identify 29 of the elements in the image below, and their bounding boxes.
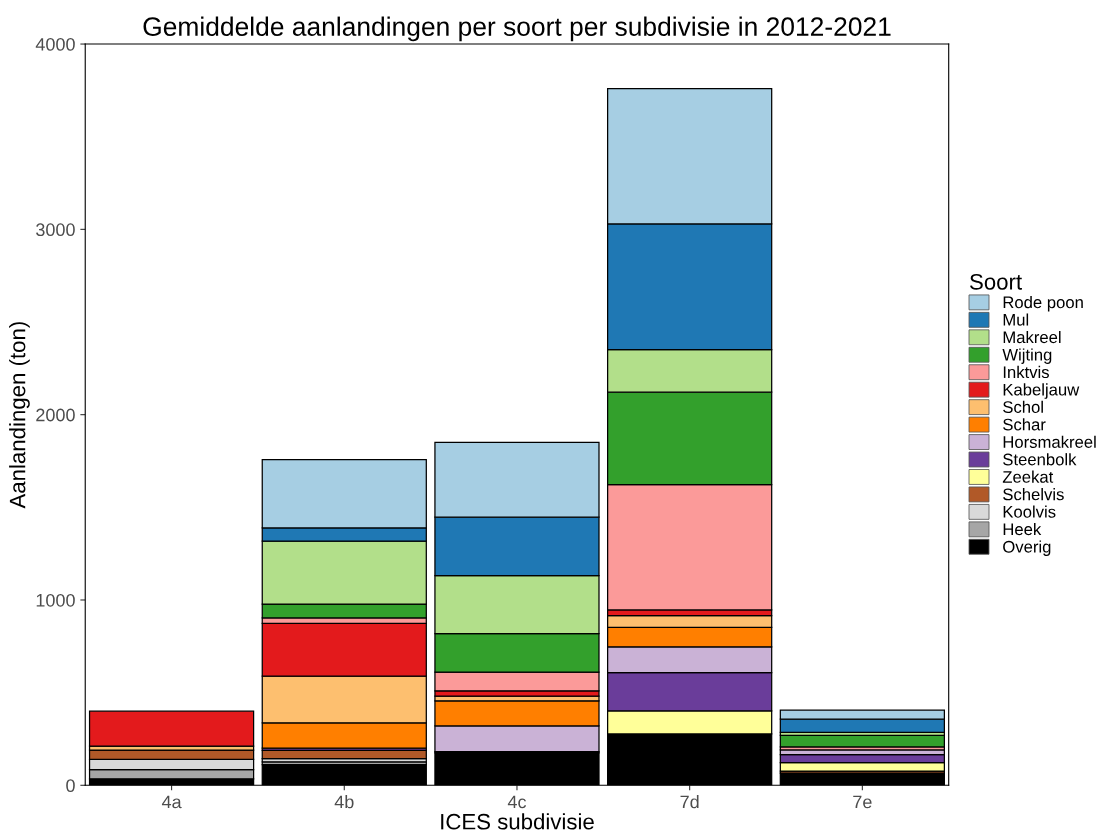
x-tick-label: 4a xyxy=(161,795,182,809)
legend-label: Makreel xyxy=(1003,330,1061,344)
legend-label: Rode poon xyxy=(1003,296,1083,312)
legend-label: Koolvis xyxy=(1003,505,1056,518)
legend-label: Zeekat xyxy=(1002,470,1054,483)
x-axis-title: ICES subdivisie xyxy=(441,813,594,830)
legend-label: Schar xyxy=(1003,418,1046,431)
legend-label: Wijting xyxy=(1002,348,1052,364)
y-tick-label: 1000 xyxy=(36,593,75,607)
x-tick-label: 4b xyxy=(334,795,354,809)
y-tick-label: 4000 xyxy=(35,37,75,51)
y-tick-label: 0 xyxy=(66,779,75,793)
legend-label: Overig xyxy=(1003,540,1051,556)
legend-title: Soort xyxy=(970,273,1022,290)
x-tick-label: 7d xyxy=(680,795,699,809)
x-tick-label: 4c xyxy=(507,795,527,809)
chart-title: Gemiddelde aanlandingen per soort per subdivisie in 2012-2021 xyxy=(143,16,891,42)
legend-label: Kabeljauw xyxy=(1003,383,1080,399)
legend-label: Horsmakreel xyxy=(1003,435,1096,448)
y-tick-label: 3000 xyxy=(36,223,75,237)
legend-label: Steenbolk xyxy=(1003,453,1077,466)
x-tick-label: 7e xyxy=(853,795,872,809)
legend-label: Heek xyxy=(1003,522,1042,536)
legend-label: Mul xyxy=(1003,313,1029,326)
y-axis-title: Aanlandingen (ton) xyxy=(9,322,30,509)
legend-label: Schol xyxy=(1003,400,1043,413)
y-tick-label: 2000 xyxy=(36,408,75,422)
legend-label: Schelvis xyxy=(1003,488,1064,501)
legend-label: Inktvis xyxy=(1003,365,1049,379)
